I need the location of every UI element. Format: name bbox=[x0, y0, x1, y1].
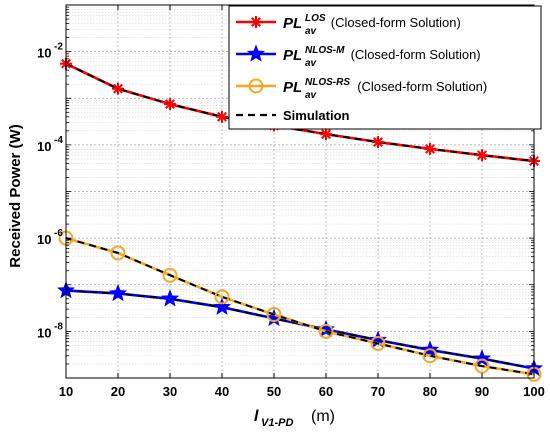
legend-label-subscript: av bbox=[305, 90, 318, 101]
data-point-circle bbox=[370, 335, 386, 351]
legend-label-simulation: Simulation bbox=[283, 108, 350, 123]
data-point-star bbox=[212, 297, 232, 316]
x-tick-label: 50 bbox=[267, 384, 281, 399]
data-point-asterisk bbox=[216, 110, 228, 123]
data-point-circle bbox=[422, 348, 438, 364]
legend-label-subscript: av bbox=[305, 58, 318, 69]
data-point-circle bbox=[162, 267, 178, 283]
data-point-star bbox=[108, 283, 128, 302]
x-tick-label: 20 bbox=[111, 384, 125, 399]
asterisk-stroke bbox=[251, 17, 261, 27]
data-point-asterisk bbox=[320, 128, 332, 141]
data-point-asterisk bbox=[424, 142, 436, 155]
legend-label-tail: (Closed-form Solution) bbox=[357, 79, 487, 94]
y-tick-label-base: 10 bbox=[37, 139, 51, 154]
y-tick-label-exponent: -6 bbox=[54, 228, 63, 239]
data-point-star bbox=[160, 289, 180, 307]
legend-label-tail: (Closed-form Solution) bbox=[351, 47, 481, 62]
legend-box bbox=[228, 5, 542, 130]
x-tick-label: 70 bbox=[371, 384, 385, 399]
y-tick-label-exponent: -4 bbox=[54, 135, 63, 146]
data-point-asterisk bbox=[112, 82, 124, 95]
asterisk-stroke bbox=[477, 150, 487, 161]
asterisk-stroke bbox=[113, 83, 123, 94]
legend-item-nlos-rs: PL NLOS-RS av (Closed-form Solution) bbox=[236, 77, 487, 101]
series-nlos-rs bbox=[58, 230, 542, 382]
simulation-line bbox=[65, 237, 535, 376]
y-tick-label-base: 10 bbox=[37, 232, 51, 247]
asterisk-stroke bbox=[165, 99, 175, 110]
legend-label-tail: (Closed-form Solution) bbox=[331, 15, 461, 30]
x-tick-label: 60 bbox=[319, 384, 333, 399]
data-point-circle bbox=[248, 78, 264, 94]
x-tick-label: 90 bbox=[475, 384, 489, 399]
asterisk-stroke bbox=[217, 111, 227, 122]
data-point-circle bbox=[266, 307, 282, 323]
legend-item-nlos-m: PL NLOS-M av (Closed-form Solution) bbox=[236, 44, 481, 69]
data-point-asterisk bbox=[476, 149, 488, 162]
y-tick-label-base: 10 bbox=[37, 46, 51, 61]
simulation-line bbox=[65, 289, 535, 370]
legend-label-subscript: av bbox=[305, 26, 318, 37]
legend-label-main: PL bbox=[283, 15, 302, 32]
legend-label-main: PL bbox=[283, 47, 302, 64]
x-axis-label-main: l bbox=[254, 408, 259, 425]
data-point-circle bbox=[214, 289, 230, 305]
data-point-asterisk bbox=[372, 136, 384, 149]
data-point-asterisk bbox=[164, 98, 176, 111]
legend-item-los: PL LOS av (Closed-form Solution) bbox=[236, 13, 461, 37]
x-axis-label: l V1-PD (m) bbox=[254, 408, 335, 429]
x-axis-label-subscript: V1-PD bbox=[261, 417, 293, 429]
asterisk-stroke bbox=[425, 143, 435, 154]
legend-label-main: PL bbox=[283, 79, 302, 96]
x-tick-label: 100 bbox=[523, 384, 545, 399]
y-tick-label-exponent: -8 bbox=[54, 321, 63, 332]
data-point-circle bbox=[110, 245, 126, 261]
data-point-circle bbox=[474, 358, 490, 374]
legend-label-superscript: NLOS-M bbox=[305, 45, 345, 56]
x-axis-label-unit: (m) bbox=[311, 408, 335, 425]
y-axis-label: Received Power (W) bbox=[7, 124, 24, 267]
legend-item-simulation: Simulation bbox=[236, 108, 350, 123]
x-tick-label: 30 bbox=[163, 384, 177, 399]
asterisk-stroke bbox=[373, 137, 383, 147]
legend-label-superscript: NLOS-RS bbox=[305, 77, 350, 88]
y-tick-label-exponent: -2 bbox=[54, 42, 63, 53]
y-tick-label-base: 10 bbox=[37, 325, 51, 340]
x-tick-label: 80 bbox=[423, 384, 437, 399]
data-point-star bbox=[246, 44, 266, 62]
legend-label-superscript: LOS bbox=[305, 13, 326, 24]
data-point-star bbox=[472, 348, 492, 367]
data-point-star bbox=[316, 319, 336, 338]
data-point-asterisk bbox=[250, 16, 262, 28]
data-point-circle bbox=[318, 323, 334, 339]
simulation-line bbox=[65, 62, 535, 163]
asterisk-stroke bbox=[321, 129, 331, 140]
x-tick-label: 40 bbox=[215, 384, 229, 399]
x-tick-label: 10 bbox=[59, 384, 73, 399]
